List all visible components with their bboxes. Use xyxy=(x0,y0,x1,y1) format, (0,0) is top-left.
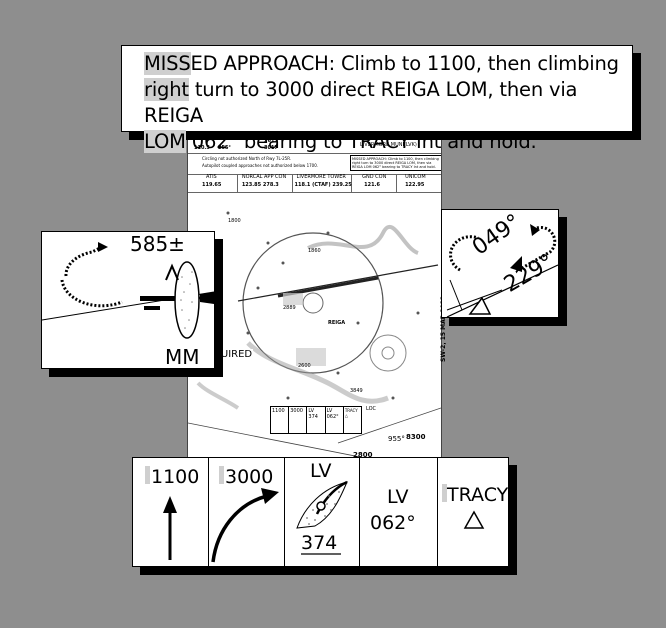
legend-bearing: LV 062° xyxy=(360,458,438,566)
chart-title: ILS RWY 25R xyxy=(348,132,413,142)
fix-name: TRACY xyxy=(447,484,509,506)
right-turn-arrow-icon xyxy=(211,488,279,563)
mm-altitude: 585± xyxy=(130,232,185,256)
missed-line-3: LOM 062° bearing to TRACY Int and hold. xyxy=(144,130,537,153)
bearing-value: 062° xyxy=(370,512,416,534)
label-2889: 2889 xyxy=(283,305,296,311)
label-2600: 2600 xyxy=(298,363,311,369)
label-2800: 2800 xyxy=(353,451,373,459)
middle-marker-zoom: 585± MM xyxy=(41,231,215,369)
missed-approach-legend: 1100 3000 LV 374 LV 062° xyxy=(132,457,509,567)
turn-altitude: 3000 xyxy=(225,466,274,488)
legend-climb: 1100 xyxy=(133,458,209,566)
missed-approach-box: MISSED APPROACH: Climb to 1100, then cli… xyxy=(121,45,633,153)
intersection-triangle-icon xyxy=(463,510,485,529)
mini-legend: 1100 3000 LV 374 LV 062° TRACY △ xyxy=(270,406,362,434)
chart-notes-row: Circling not authorized North of Rwy 7L-… xyxy=(188,153,441,175)
label-1800: 1800 xyxy=(228,218,241,224)
middle-marker-symbol xyxy=(41,242,215,339)
legend-lom: LV 374 xyxy=(285,458,360,566)
climb-arrow-icon xyxy=(163,496,177,560)
label-955: 955° xyxy=(388,435,405,443)
label-1860: 1860 xyxy=(308,248,321,254)
label-loc: LOC xyxy=(366,406,377,412)
holding-pattern-zoom: 049° 229° xyxy=(441,209,559,318)
missed-line-2: right turn to 3000 direct REIGA LOM, the… xyxy=(144,78,578,127)
chart-freq-row: ATIS 119.65 NORCAL APP CON 123.85 278.3 … xyxy=(188,174,441,193)
approach-chart: ILS RWY 25R LIVERMORE MUNI(LVK) 110.5 25… xyxy=(187,132,442,464)
mm-label: MM xyxy=(165,345,200,369)
legend-turn: 3000 xyxy=(209,458,285,566)
chart-airport: LIVERMORE MUNI(LVK) xyxy=(360,142,417,148)
lom-symbol-icon xyxy=(296,480,348,555)
required-fragment: QUIRED xyxy=(213,349,253,363)
label-3849: 3849 xyxy=(350,388,363,394)
missed-line-1: MISSED APPROACH: Climb to 1100, then cli… xyxy=(144,52,619,75)
bearing-ident: LV xyxy=(387,486,409,508)
label-8300: 8300 xyxy=(406,433,426,441)
climb-altitude: 1100 xyxy=(151,466,200,488)
label-reiga: REIGA xyxy=(328,320,346,326)
chart-header-row: 110.5 255° 3017 3617 xyxy=(188,133,441,154)
lom-frequency: 374 xyxy=(301,532,338,554)
lom-ident: LV xyxy=(310,460,332,482)
legend-fix: TRACY xyxy=(438,458,508,566)
holding-pattern-symbol xyxy=(446,224,559,318)
